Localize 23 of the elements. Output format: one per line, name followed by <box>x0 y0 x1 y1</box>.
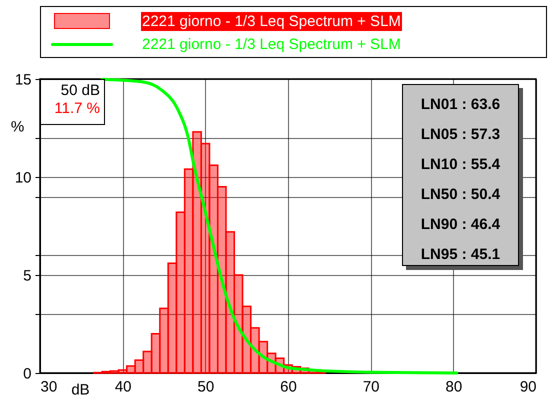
y-axis-title: % <box>10 118 24 136</box>
x-tick-label: 50 <box>197 378 214 396</box>
annotation: LN50 : 50.4 <box>420 185 502 205</box>
annotation: LN01 : 63.6 <box>420 95 502 115</box>
x-axis-title: dB <box>71 382 90 398</box>
annotation: 11.7 % <box>53 100 100 118</box>
y-tick-label: 5 <box>23 268 32 284</box>
y-tick-label: 10 <box>14 170 32 186</box>
y-tick-label: 0 <box>23 366 32 382</box>
x-tick-label: 70 <box>362 378 380 396</box>
annotation: LN05 : 57.3 <box>420 125 502 145</box>
x-tick-label: 90 <box>520 378 536 396</box>
x-tick-label: 80 <box>445 378 462 396</box>
x-tick-label: 60 <box>280 378 297 396</box>
x-tick-label: 30 <box>40 378 58 396</box>
legend-label: 2221 giorno - 1/3 Leq Spectrum + SLM <box>141 12 402 30</box>
annotation: LN95 : 45.1 <box>420 245 502 265</box>
legend-label: 2221 giorno - 1/3 Leq Spectrum + SLM <box>141 34 402 54</box>
annotation: LN90 : 46.4 <box>420 215 502 235</box>
annotation: 50 dB <box>60 82 100 100</box>
x-tick-label: 40 <box>114 378 132 396</box>
annotation: LN10 : 55.4 <box>420 155 502 175</box>
y-tick-label: 15 <box>14 72 32 88</box>
